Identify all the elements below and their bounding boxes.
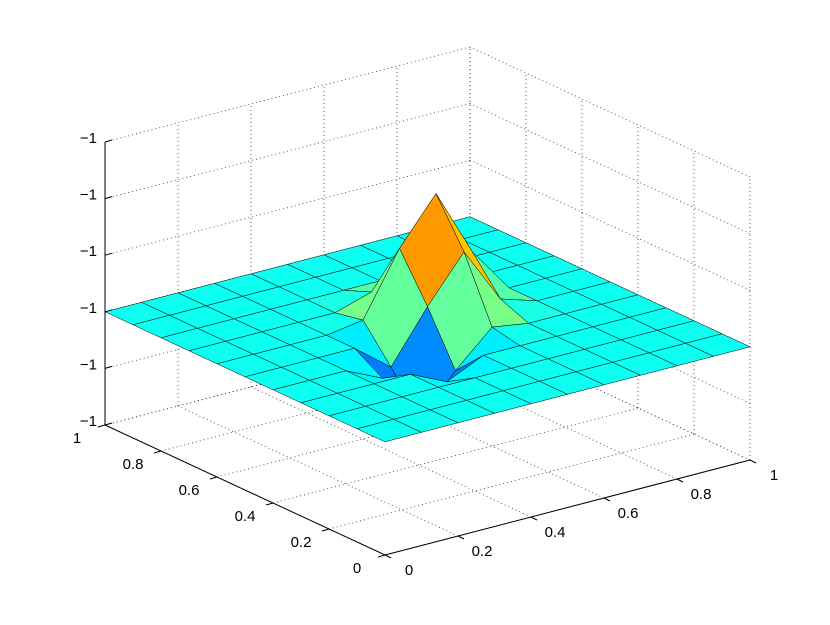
surface-patch bbox=[356, 419, 423, 443]
x-tick-label: 0 bbox=[405, 562, 413, 579]
z-tick bbox=[104, 365, 113, 369]
x-tick-label: 0.4 bbox=[545, 524, 566, 541]
y-tick bbox=[265, 502, 274, 506]
y-tick bbox=[153, 450, 162, 454]
y-tick bbox=[321, 528, 330, 532]
y-tick-label: 0 bbox=[353, 560, 361, 577]
x-tick-label: 0.6 bbox=[618, 505, 639, 522]
y-tick bbox=[97, 424, 106, 428]
grid-line bbox=[328, 433, 695, 530]
z-tick-label: −1 bbox=[80, 413, 97, 430]
grid-line bbox=[104, 159, 471, 256]
x-tick-label: 0.2 bbox=[472, 543, 493, 560]
x-tick bbox=[749, 459, 757, 464]
y-tick-label: 0.6 bbox=[179, 482, 200, 499]
y-tick bbox=[209, 476, 218, 480]
z-tick-label: −1 bbox=[80, 130, 97, 147]
z-tick-label: −1 bbox=[80, 356, 97, 373]
z-tick-label: −1 bbox=[80, 187, 97, 204]
z-tick bbox=[104, 422, 113, 426]
x-axis bbox=[384, 459, 751, 556]
x-tick bbox=[457, 535, 465, 540]
x-tick-label: 0.8 bbox=[691, 486, 712, 503]
z-tick bbox=[104, 139, 113, 143]
x-tick bbox=[603, 497, 611, 502]
x-tick-label: 1 bbox=[770, 467, 778, 484]
grid-line bbox=[272, 407, 639, 504]
y-axis bbox=[104, 424, 386, 556]
x-tick bbox=[676, 478, 684, 483]
x-tick bbox=[384, 554, 392, 559]
y-tick bbox=[377, 554, 386, 558]
x-tick bbox=[530, 516, 538, 521]
z-tick bbox=[104, 196, 113, 200]
z-tick bbox=[104, 309, 113, 313]
y-tick-label: 0.2 bbox=[291, 534, 312, 551]
y-tick-label: 0.4 bbox=[235, 508, 256, 525]
grid-line bbox=[469, 46, 751, 178]
grid-line bbox=[104, 103, 471, 199]
grid-line bbox=[104, 46, 471, 143]
z-tick-label: −1 bbox=[80, 300, 97, 317]
z-tick-label: −1 bbox=[80, 243, 97, 260]
z-tick bbox=[104, 252, 113, 256]
y-tick-label: 0.8 bbox=[123, 456, 144, 473]
y-tick-label: 1 bbox=[73, 430, 81, 447]
grid-line bbox=[469, 103, 751, 234]
